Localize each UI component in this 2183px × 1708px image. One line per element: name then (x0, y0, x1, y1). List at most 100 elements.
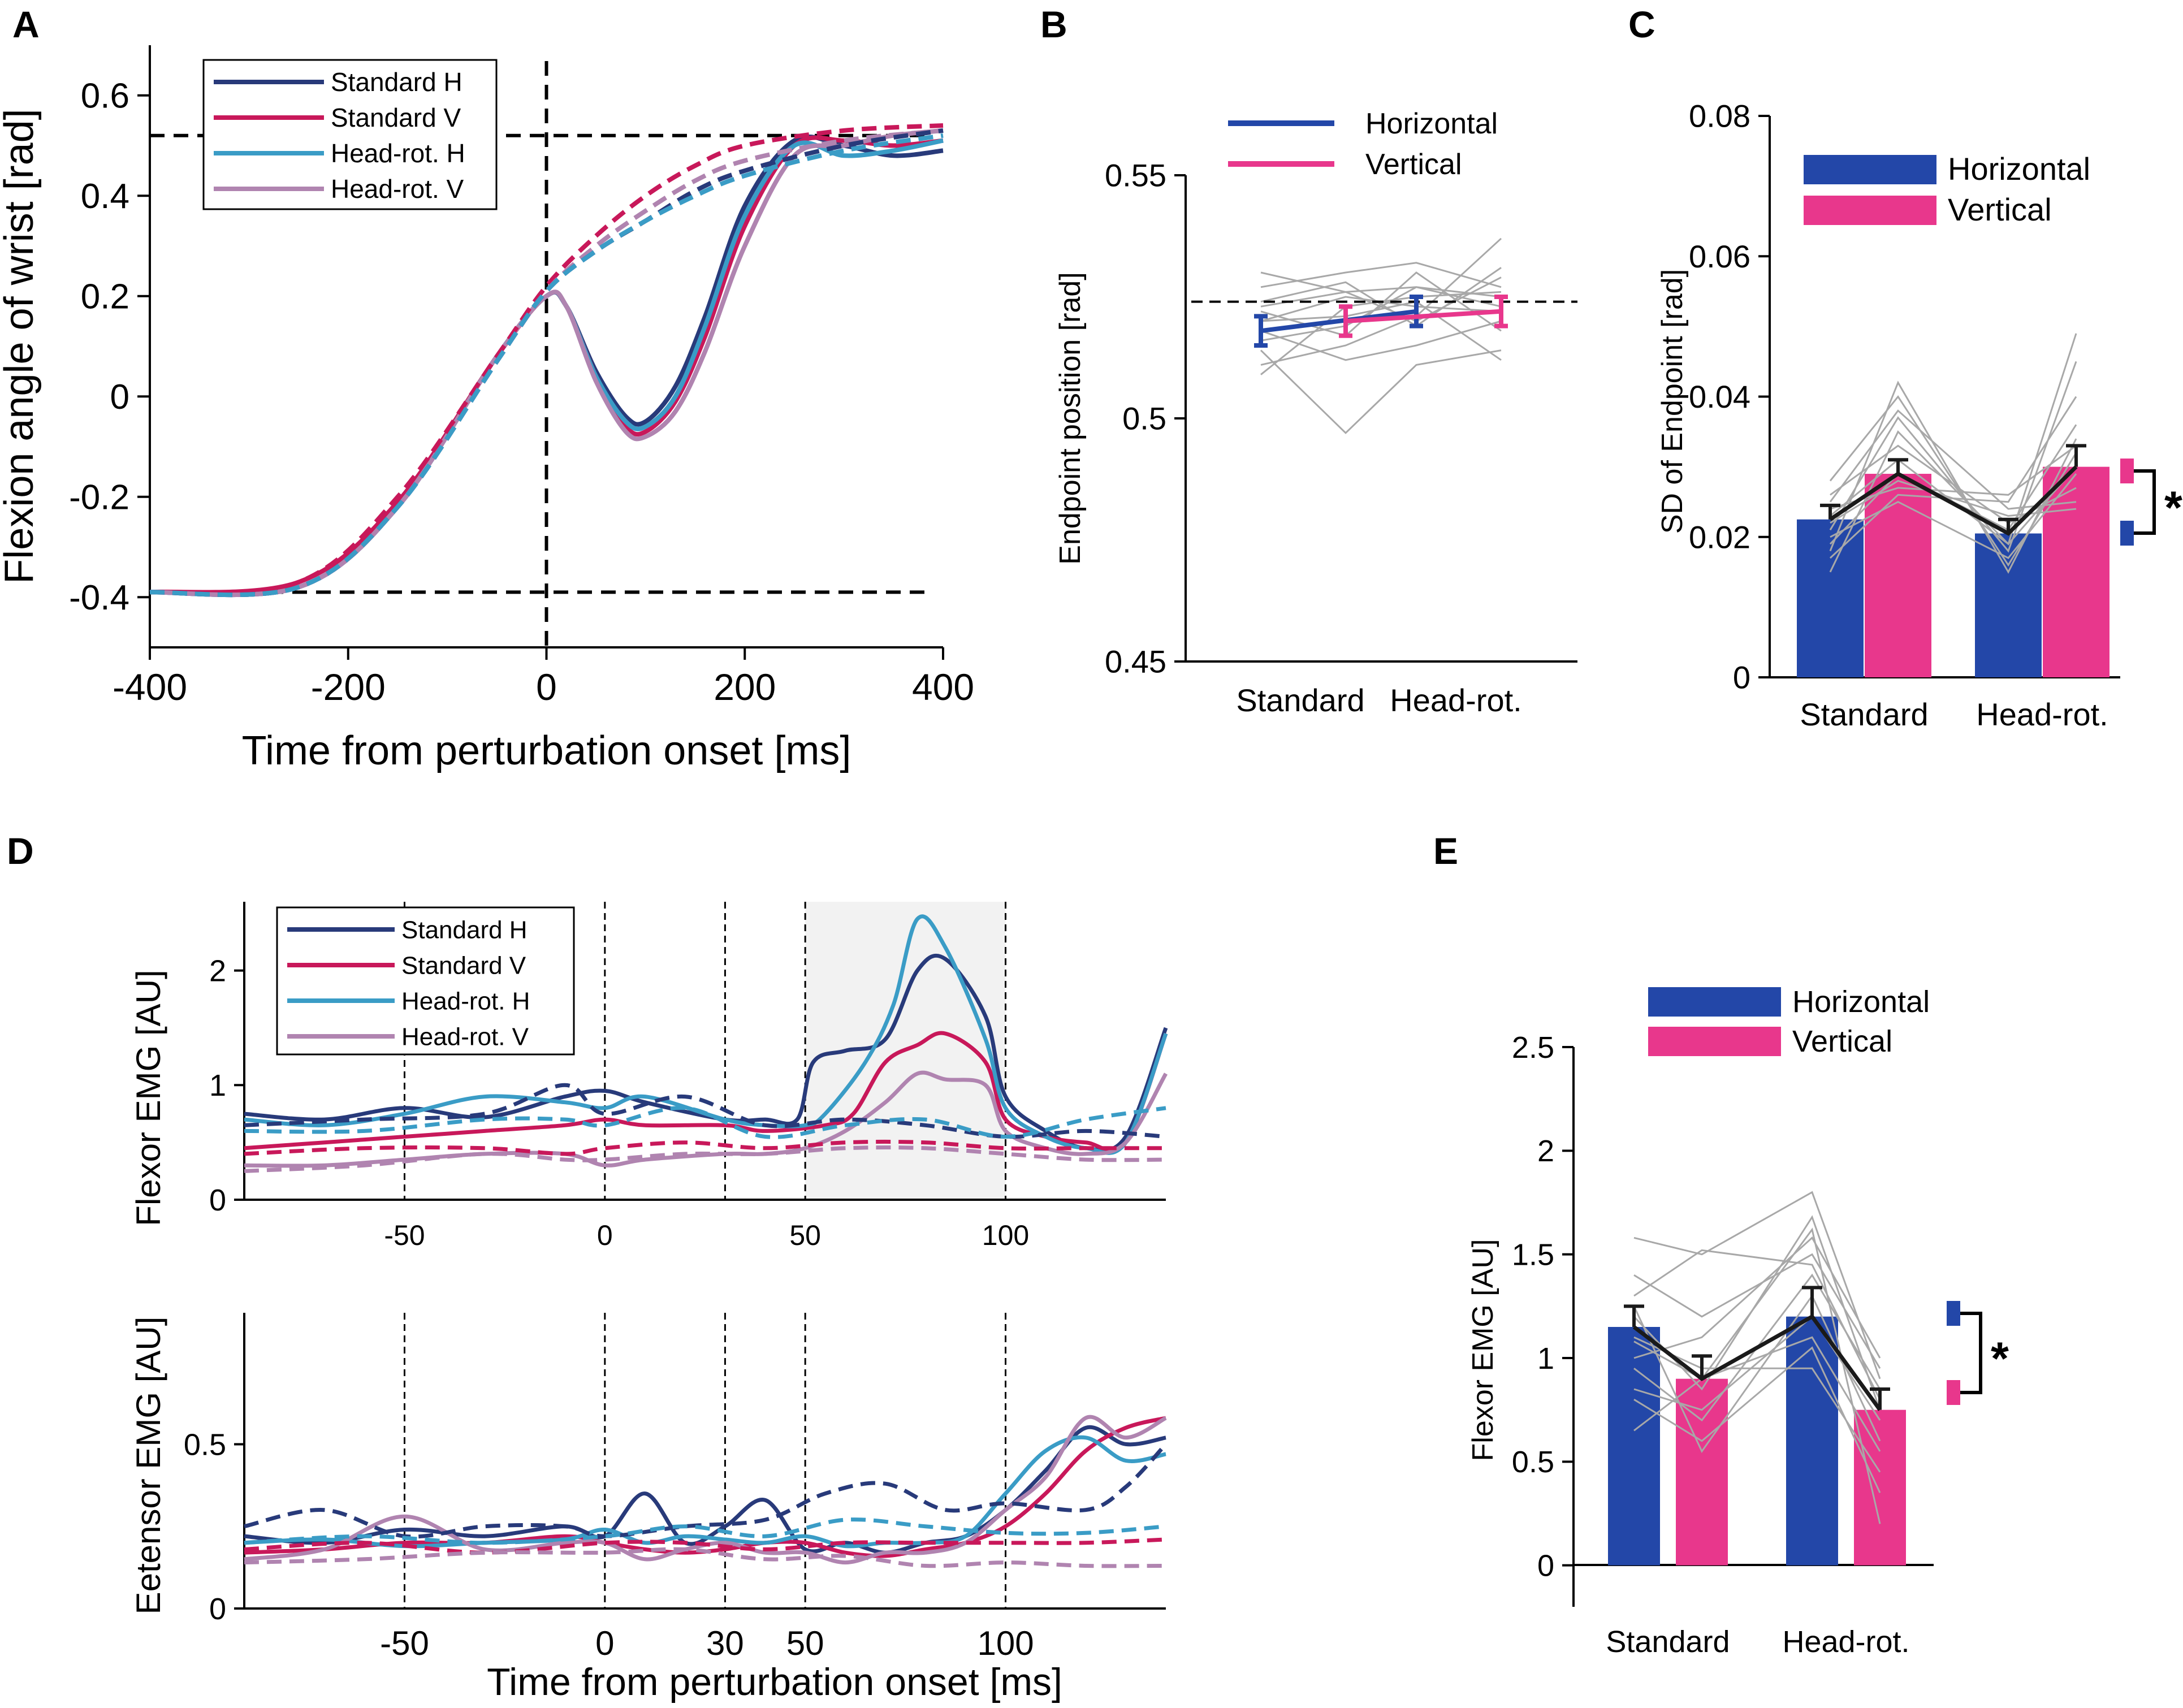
panel-b-mean-line-vertical (1345, 309, 1502, 323)
panel-b-error-bar (1410, 295, 1423, 328)
panel-d-flexor-y-tick-label: 1 (209, 1069, 226, 1102)
panel-e-flexor-emg-bar-chart: E Flexor EMG [AU] 0 0.5 1 1.5 2 2.5 Standard Head… (1433, 830, 2009, 1659)
panel-d-extensor-x-tick-label: 0 (595, 1624, 614, 1662)
panel-b-legend-label-vertical: Vertical (1365, 148, 1462, 181)
panel-b-subject-line (1260, 267, 1502, 327)
panel-d-extensor-series-head-rot-v-cue (244, 1547, 1166, 1568)
panel-d-legend-label-standard-h: Standard H (401, 916, 528, 944)
panel-a-y-tick-label: 0.4 (81, 177, 129, 216)
panel-d-flexor-x-tick-label: 0 (597, 1220, 613, 1251)
panel-e-subject-line (1633, 1227, 1881, 1524)
panel-c-error-bar (2066, 444, 2086, 467)
panel-e-y-tick-label: 2.5 (1512, 1031, 1554, 1065)
panel-d-extensor-y-tick-label: 0.5 (184, 1428, 226, 1461)
panel-b-x-tick-label: Standard (1236, 682, 1364, 718)
panel-d-flexor-x-tick-label: -50 (384, 1220, 425, 1251)
panel-b-x-tick-label: Head-rot. (1390, 682, 1521, 718)
panel-d-flexor-x-tick-label: 100 (982, 1220, 1029, 1251)
panel-b-y-tick-label: 0.55 (1105, 158, 1166, 193)
panel-a-legend-label-head-rot-h: Head-rot. H (331, 139, 465, 168)
panel-a-legend-box (202, 59, 498, 210)
panel-a-y-tick-label: -0.2 (69, 478, 129, 517)
panel-a-x-axis-label: Time from perturbation onset [ms] (242, 728, 851, 773)
panel-a-legend-label-standard-h: Standard H (331, 67, 462, 97)
panel-e-y-tick-label: 1 (1537, 1342, 1554, 1376)
panel-e-legend-label-vertical: Vertical (1792, 1024, 1892, 1058)
panel-c-y-tick-label: 0 (1733, 660, 1750, 695)
panel-e-y-tick-label: 2 (1537, 1134, 1554, 1168)
panel-c-subject-line (1830, 473, 2077, 559)
panel-c-x-tick-label: Head-rot. (1976, 697, 2108, 732)
panel-e-y-tick-label: 0 (1537, 1549, 1554, 1583)
panel-b-error-bar (1339, 304, 1352, 338)
panel-label: D (7, 830, 34, 872)
panel-a-x-tick-label: -200 (311, 666, 386, 708)
panel-b-error-bar (1494, 295, 1508, 328)
panel-label: E (1433, 830, 1458, 872)
panel-label: C (1628, 3, 1655, 45)
panel-c-y-tick-label: 0.04 (1689, 379, 1750, 414)
panel-a-x-tick-label: -400 (113, 666, 187, 708)
panel-c-sig-marker-bottom (2120, 521, 2134, 546)
panel-c-sig-marker-top (2120, 459, 2134, 483)
panel-d-flexor-x-tick-label: 50 (789, 1220, 821, 1251)
panel-a-wrist-angle-chart: A -0.4 -0.2 0 0.2 0.4 0.6 -400 -200 0 200 400 Time f… (0, 3, 974, 773)
panel-b-subject-line (1260, 237, 1502, 366)
panel-b-mean-line-horizontal (1260, 309, 1417, 334)
panel-a-series-standard-v-cue (149, 123, 944, 595)
panel-b-y-tick-label: 0.5 (1122, 401, 1166, 436)
panel-e-error-bar (1624, 1304, 1644, 1327)
panel-c-subject-line (1829, 409, 2077, 510)
panel-c-subject-line (1829, 396, 2077, 559)
panel-e-y-tick-label: 0.5 (1512, 1445, 1554, 1479)
panel-label: A (12, 3, 40, 45)
panel-b-y-tick-label: 0.45 (1105, 644, 1166, 680)
panel-d-flexor-y-tick-label: 2 (209, 954, 226, 988)
panel-b-subject-line (1260, 349, 1502, 434)
panel-d-legend-label-standard-v: Standard V (401, 952, 526, 979)
panel-b-y-axis-label: Endpoint position [rad] (1054, 272, 1087, 564)
panel-c-mean-line (1829, 465, 2078, 536)
panel-d-extensor-x-tick-label: 30 (706, 1624, 744, 1662)
panel-c-legend-swatch-horizontal (1804, 155, 1936, 184)
panel-e-bar-horizontal (1786, 1316, 1838, 1566)
panel-e-error-bar (1692, 1354, 1712, 1379)
panel-b-error-bar (1254, 314, 1268, 348)
panel-c-y-tick-label: 0.08 (1689, 98, 1750, 134)
panel-c-sig-bracket (2134, 469, 2156, 535)
panel-b-endpoint-position-chart: B 0.45 0.5 0.55 Standard Head-rot. Endpoint po… (1040, 3, 1577, 718)
panel-c-x-tick-label: Standard (1800, 697, 1928, 732)
panel-c-bar-horizontal (1975, 533, 2042, 677)
panel-c-legend-label-horizontal: Horizontal (1948, 151, 2090, 187)
panel-e-subject-line (1633, 1346, 1881, 1493)
panel-c-y-tick-label: 0.02 (1689, 519, 1750, 555)
panel-d-legend-label-head-rot-v: Head-rot. V (401, 1023, 529, 1050)
panel-a-y-tick-label: -0.4 (69, 578, 129, 617)
panel-e-subject-line (1633, 1249, 1881, 1400)
panel-e-subject-line (1633, 1315, 1881, 1421)
panel-e-error-bar (1802, 1286, 1822, 1317)
panel-e-bar-vertical (1854, 1409, 1906, 1566)
panel-d-flexor-series-standard-h-cue (244, 1083, 1166, 1139)
panel-e-sig-marker-bottom (1947, 1380, 1960, 1405)
panel-d-extensor-series-head-rot-h-cue (244, 1517, 1166, 1545)
panel-b-legend-label-horizontal: Horizontal (1365, 107, 1498, 140)
panel-c-y-axis-label: SD of Endpoint [rad] (1656, 269, 1689, 534)
panel-e-legend-swatch-horizontal (1648, 987, 1781, 1017)
panel-e-subject-line (1633, 1294, 1881, 1453)
panel-d-extensor-x-tick-label: 100 (977, 1624, 1034, 1662)
panel-c-bar-vertical (2043, 466, 2109, 677)
panel-e-subject-line (1633, 1236, 1881, 1359)
panel-label: B (1040, 3, 1067, 45)
panel-e-legend-label-horizontal: Horizontal (1792, 985, 1930, 1019)
panel-e-x-tick-label: Head-rot. (1782, 1625, 1909, 1659)
panel-d-extensor-y-axis-label: Eetensor EMG [AU] (129, 1317, 167, 1615)
panel-c-subject-line (1829, 395, 2077, 567)
panel-d-legend-label-head-rot-h: Head-rot. H (401, 987, 530, 1015)
panel-a-series-head-rot-h-cue (149, 133, 944, 598)
panel-c-endpoint-sd-chart: C SD of Endpoint [rad] 0 0.02 0.04 0.06 0.08 St… (1628, 3, 2182, 732)
panel-c-sig-star: * (2164, 482, 2182, 534)
panel-d-extensor-x-tick-label: 50 (786, 1624, 824, 1662)
panel-d-flexor-series-head-rot-v-cue (244, 1145, 1166, 1173)
